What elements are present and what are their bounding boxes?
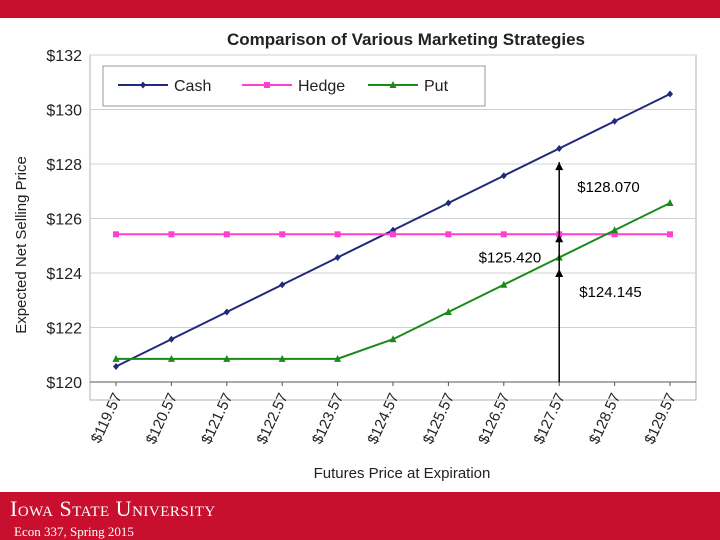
series-point [445,199,452,207]
series-point [279,281,286,289]
series-point [223,231,230,238]
chart-title: Comparison of Various Marketing Strategi… [227,30,585,49]
series-point [667,231,673,238]
series-point [667,90,673,98]
y-axis-label: Expected Net Selling Price [13,156,30,334]
footer-bar: Iowa State University Econ 337, Spring 2… [0,492,720,540]
series-point [223,308,230,316]
annotation-label: $124.145 [579,284,642,301]
series-point [611,117,618,125]
series-point [264,82,270,88]
y-tick-label: $128 [46,157,82,174]
series-point [389,335,397,343]
y-tick-label: $120 [46,375,82,392]
series-point [223,354,231,362]
series-point [500,231,507,238]
y-tick-label: $124 [46,266,82,283]
series-point [334,354,342,362]
series-point [279,231,286,238]
series [112,90,674,370]
series-point [556,144,563,152]
series-point [500,172,507,180]
legend: Cash Hedge Put [102,65,486,107]
chart: $120$122$124$126$128$130$132$119.57 $120.… [13,30,697,482]
annotation-label: $125.420 [479,249,542,266]
annotation-label: $128.070 [577,179,640,196]
series-point [389,81,397,88]
series-point [140,81,146,89]
series-point [334,253,341,261]
series-point [611,231,618,238]
annotation-arrowhead [555,269,564,278]
series-point [112,354,120,362]
series-point [334,231,341,238]
y-tick-label: $132 [46,48,82,65]
annotation-arrowhead [555,162,564,171]
series-point [278,354,286,362]
series-point [611,226,619,234]
y-tick-label: $130 [46,103,82,120]
series-point [168,335,175,343]
legend-label-hedge: Hedge [298,78,345,95]
series-point [168,231,175,238]
axes: $120$122$124$126$128$130$132$119.57 $120.… [46,48,696,447]
series-point [500,280,508,288]
series-point [113,231,119,238]
annotations: $128.070 $125.420 $124.145 [479,162,642,382]
legend-label-put: Put [424,78,449,95]
series-point [167,354,175,362]
y-tick-label: $122 [46,321,82,338]
series-point [113,362,119,370]
x-axis-label: Futures Price at Expiration [314,465,491,482]
course-label: Econ 337, Spring 2015 [14,524,134,539]
series-point [666,198,674,206]
y-tick-label: $126 [46,212,82,229]
university-logo-text: Iowa State University [10,496,216,521]
annotation-arrowhead [555,234,564,243]
series-point [390,231,396,238]
legend-label-cash: Cash [174,78,211,95]
top-red-bar [0,0,720,18]
series-point [445,231,452,238]
series-point [444,307,452,315]
